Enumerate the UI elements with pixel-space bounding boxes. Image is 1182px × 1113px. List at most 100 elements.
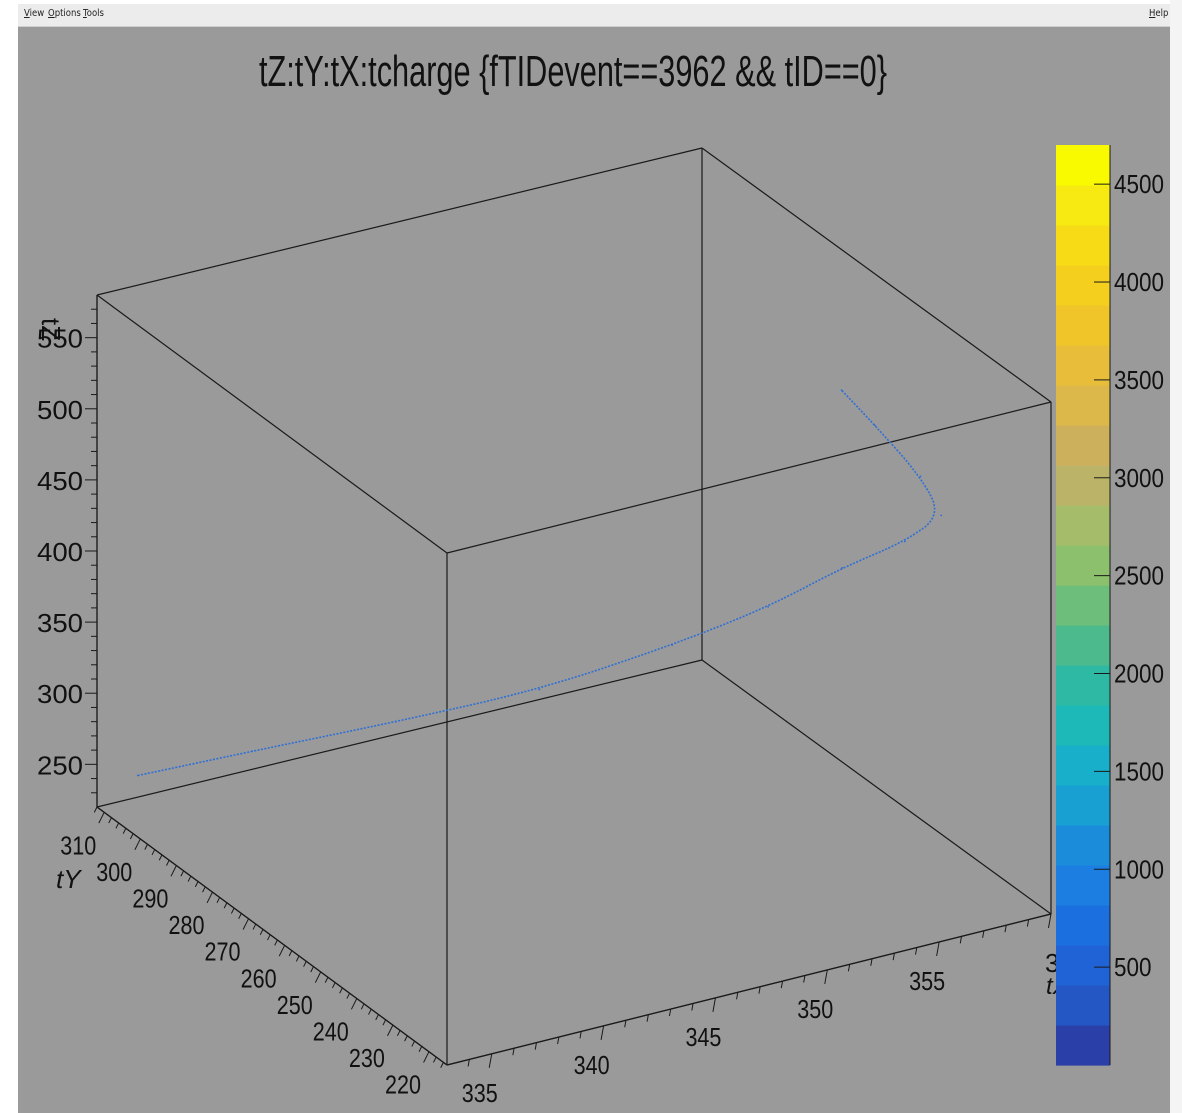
track-series — [136, 389, 943, 777]
y-tick-label: 290 — [132, 884, 168, 914]
menu-tools[interactable]: Tools — [83, 8, 104, 19]
x-minor-tick — [982, 930, 985, 938]
x-minor-tick — [803, 975, 806, 983]
palette-tick-label: 500 — [1114, 952, 1152, 982]
y-tick-label: 280 — [168, 910, 204, 940]
palette-tick-label: 2000 — [1114, 659, 1164, 689]
track-point — [136, 774, 139, 777]
menu-view[interactable]: View — [24, 8, 45, 19]
z-tick-label: 500 — [37, 395, 83, 425]
y-minor-tick — [252, 923, 257, 930]
y-minor-tick — [259, 929, 264, 935]
x-minor-tick — [915, 947, 918, 955]
y-tick-label: 220 — [385, 1070, 421, 1100]
x-tick-label: 345 — [685, 1022, 721, 1052]
z-axis-title: tZ — [36, 318, 66, 341]
y-minor-tick — [440, 1062, 444, 1068]
track-point — [767, 605, 770, 608]
menu-help[interactable]: Help — [1149, 8, 1169, 19]
box-edge — [446, 401, 1052, 554]
y-minor-tick — [115, 822, 120, 829]
x-minor-tick — [646, 1014, 649, 1022]
z-tick-label: 550 — [37, 324, 83, 354]
x-minor-tick — [624, 1020, 627, 1028]
y-major-tick — [98, 812, 105, 824]
window-edge — [1170, 0, 1182, 1113]
palette-band — [1056, 665, 1110, 706]
y-tick-label: 270 — [205, 937, 241, 967]
palette-band — [1056, 505, 1110, 546]
y-major-tick — [423, 1051, 430, 1063]
x-tick-label-cut: 3 — [1045, 948, 1059, 978]
palette-tick-label: 4000 — [1114, 267, 1164, 297]
y-minor-tick — [187, 875, 192, 882]
y-major-tick — [278, 945, 286, 957]
palette-tick-label: 3000 — [1114, 463, 1164, 493]
x-axis-line — [446, 913, 1052, 1066]
y-minor-tick — [238, 913, 242, 920]
y-minor-tick — [303, 961, 307, 967]
palette-band — [1056, 425, 1110, 466]
box-edge — [96, 294, 448, 554]
box-edge — [701, 659, 1052, 915]
track-point — [840, 389, 843, 392]
x-minor-tick — [847, 964, 851, 972]
y-minor-tick — [375, 1014, 379, 1021]
z-tick-label: 450 — [37, 466, 83, 496]
y-minor-tick — [404, 1035, 408, 1042]
x-major-tick — [600, 1025, 605, 1040]
palette-band — [1056, 985, 1110, 1026]
y-minor-tick — [108, 817, 112, 824]
y-minor-tick — [158, 854, 163, 861]
y-minor-tick — [339, 987, 343, 994]
box-edge — [96, 147, 703, 296]
y-minor-tick — [288, 950, 293, 957]
y-minor-tick — [411, 1040, 415, 1047]
y-minor-tick — [122, 828, 127, 834]
z-tick-label: 300 — [37, 679, 83, 709]
y-axis-title: tY — [56, 864, 82, 894]
palette-tick-label: 2500 — [1114, 561, 1164, 591]
x-tick-label: 355 — [909, 966, 945, 996]
palette-band — [1056, 385, 1110, 426]
palette-band — [1056, 705, 1110, 746]
palette-band — [1056, 945, 1110, 986]
y-major-tick — [170, 865, 177, 877]
x-major-tick — [712, 997, 716, 1012]
y-major-tick — [134, 838, 141, 850]
z-tick-label: 250 — [37, 750, 83, 780]
palette-band — [1056, 225, 1110, 266]
x-minor-tick — [758, 986, 761, 994]
y-tick-label: 230 — [349, 1043, 385, 1073]
y-minor-tick — [223, 902, 228, 909]
x-tick-label: 340 — [574, 1050, 610, 1080]
y-minor-tick — [267, 934, 271, 941]
palette-tick-label: 3500 — [1114, 365, 1164, 395]
x-minor-tick — [1026, 919, 1030, 927]
x-tick-label: 350 — [797, 994, 833, 1024]
track-point — [940, 514, 943, 517]
y-major-tick — [242, 918, 249, 930]
x-minor-tick — [736, 992, 739, 1000]
x-minor-tick — [579, 1031, 582, 1039]
x-major-tick — [1047, 913, 1052, 929]
menu-options[interactable]: Options — [48, 8, 81, 19]
x-minor-tick — [534, 1042, 537, 1050]
y-major-tick — [387, 1024, 394, 1037]
palette-band — [1056, 1025, 1110, 1066]
y-minor-tick — [324, 977, 329, 983]
y-minor-tick — [295, 955, 300, 962]
menu-bar: View Options Tools Help — [18, 4, 1170, 27]
y-minor-tick — [144, 844, 148, 850]
y-tick-label: 310 — [60, 830, 96, 860]
palette-band — [1056, 465, 1110, 506]
y-minor-tick — [129, 833, 134, 840]
y-minor-tick — [396, 1030, 401, 1037]
y-minor-tick — [310, 966, 314, 973]
track-point — [919, 475, 922, 478]
track-point — [671, 644, 674, 646]
y-minor-tick — [216, 897, 221, 904]
y-minor-tick — [360, 1003, 365, 1010]
y-major-tick — [314, 971, 322, 983]
